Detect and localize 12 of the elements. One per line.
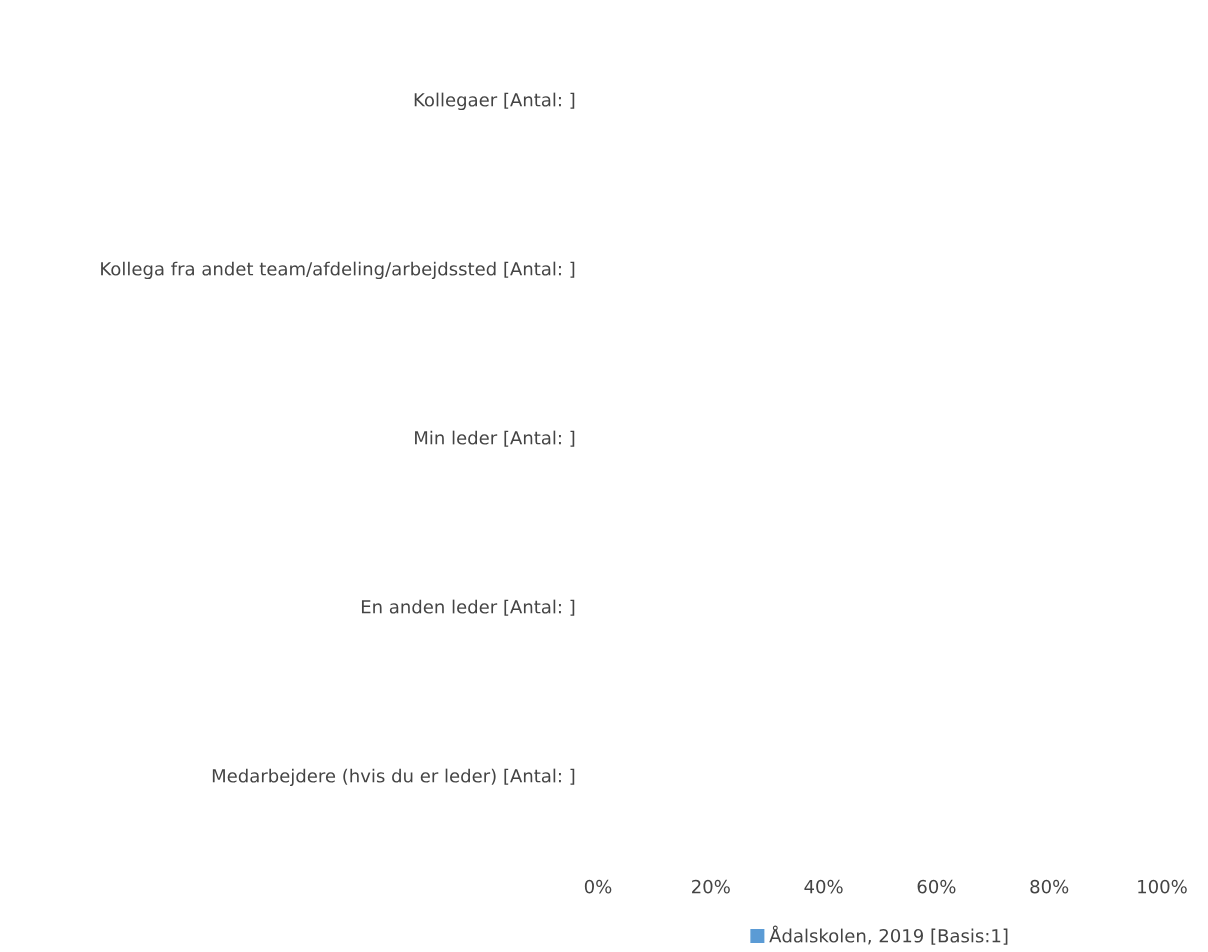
x-tick-label: 80% — [1030, 879, 1069, 894]
x-tick-label: 0% — [584, 879, 612, 894]
x-tick-label: 100% — [1138, 879, 1187, 894]
y-tick-label: En anden leder [Antal: ] — [361, 599, 575, 616]
legend-label: Ådalskolen, 2019 [Basis:1] — [769, 925, 1008, 945]
y-tick-label: Kollega fra andet team/afdeling/arbejdssted [Antal: ] — [101, 261, 575, 280]
y-tick-label: Min leder [Antal: ] — [415, 430, 575, 447]
x-tick-label: 60% — [917, 879, 956, 894]
y-tick-label: Kollegaer [Antal: ] — [414, 92, 575, 111]
x-tick-label: 20% — [692, 879, 730, 894]
y-tick-label: Medarbejdere (hvis du er leder) [Antal: ] — [212, 768, 575, 787]
x-tick-label: 40% — [804, 879, 843, 894]
